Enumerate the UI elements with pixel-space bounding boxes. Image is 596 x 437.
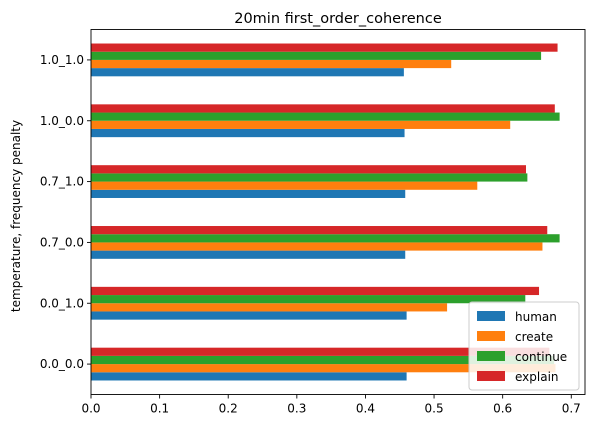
x-tick-label: 0.7	[562, 402, 581, 416]
bar-continue-1.0_0.0	[91, 112, 560, 121]
y-axis-ticks: 0.0_0.0 0.0_1.0 0.7_0.0 0.7_1.0 1.0_0.0 1.0_1…	[40, 53, 91, 371]
bar-explain-0.0_1.0	[91, 286, 540, 296]
y-tick-label: 0.0_0.0	[40, 357, 84, 371]
y-tick-label: 1.0_1.0	[40, 53, 84, 67]
x-tick-label: 0.2	[219, 402, 238, 416]
bar-human-0.7_1.0	[91, 189, 406, 198]
y-tick-label: 0.0_1.0	[40, 296, 84, 310]
bar-human-1.0_1.0	[91, 68, 404, 77]
x-axis-ticks: 0.0 0.1 0.2 0.3 0.4 0.5 0.6 0.7	[81, 394, 581, 416]
bar-continue-1.0_1.0	[91, 51, 542, 60]
x-tick-label: 0.6	[493, 402, 512, 416]
x-tick-label: 0.3	[287, 402, 306, 416]
bar-human-0.0_1.0	[91, 311, 407, 320]
bar-continue-0.7_0.0	[91, 234, 560, 243]
bar-explain-1.0_1.0	[91, 43, 558, 52]
y-axis-label: temperature, frequency penalty	[9, 120, 23, 312]
legend-label-create: create	[515, 330, 553, 344]
y-tick-label: 0.7_1.0	[40, 175, 84, 189]
bar-human-1.0_0.0	[91, 128, 405, 138]
legend-label-explain: explain	[515, 370, 559, 384]
x-tick-label: 0.0	[81, 402, 100, 416]
bar-continue-0.0_0.0	[91, 355, 555, 365]
x-tick-label: 0.1	[150, 402, 169, 416]
x-tick-label: 0.4	[356, 402, 375, 416]
y-tick-label: 0.7_0.0	[40, 235, 84, 249]
y-tick-label: 1.0_0.0	[40, 114, 84, 128]
bars-group	[91, 43, 560, 381]
legend-swatch-continue	[477, 351, 505, 361]
bar-create-1.0_0.0	[91, 120, 511, 129]
bar-create-0.7_0.0	[91, 242, 543, 251]
bar-explain-0.7_1.0	[91, 165, 526, 174]
bar-continue-0.0_1.0	[91, 295, 526, 304]
bar-explain-1.0_0.0	[91, 104, 555, 113]
bar-explain-0.7_0.0	[91, 226, 548, 235]
legend-label-continue: continue	[515, 350, 567, 364]
legend-label-human: human	[515, 310, 557, 324]
x-tick-label: 0.5	[425, 402, 444, 416]
chart-title: 20min first_order_coherence	[234, 11, 442, 27]
legend-frame	[468, 301, 580, 391]
bar-create-0.0_0.0	[91, 364, 556, 373]
legend-swatch-create	[477, 331, 505, 341]
bar-human-0.0_0.0	[91, 372, 407, 381]
bar-create-0.0_1.0	[91, 303, 448, 312]
legend-swatch-human	[477, 311, 505, 321]
bar-create-1.0_1.0	[91, 59, 452, 69]
bar-create-0.7_1.0	[91, 181, 478, 190]
bar-continue-0.7_1.0	[91, 173, 528, 182]
bar-human-0.7_0.0	[91, 250, 406, 259]
legend-swatch-explain	[477, 371, 505, 381]
legend: human create continue explain	[468, 301, 580, 391]
plot-frame	[90, 29, 586, 395]
bar-explain-0.0_0.0	[91, 347, 550, 356]
